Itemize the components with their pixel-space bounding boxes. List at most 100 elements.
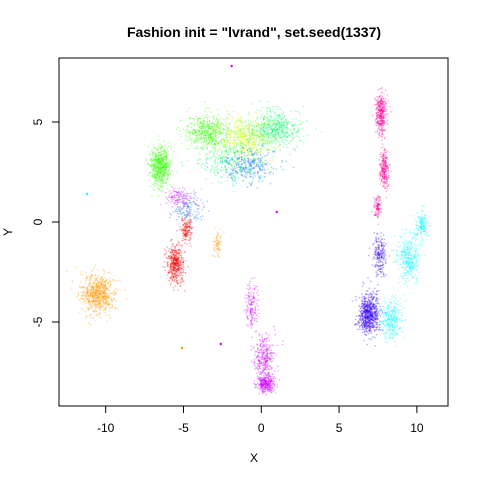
data-point <box>176 260 178 263</box>
data-point <box>253 296 256 299</box>
data-point <box>376 293 378 296</box>
data-point <box>91 286 93 289</box>
data-point <box>259 352 261 354</box>
data-point <box>167 173 169 175</box>
data-point <box>364 319 367 322</box>
data-point <box>404 228 407 230</box>
data-point <box>102 291 105 293</box>
data-point <box>382 159 385 162</box>
data-point <box>186 243 188 245</box>
data-point <box>94 293 97 296</box>
data-point <box>377 111 379 113</box>
data-point <box>95 278 97 281</box>
data-point <box>383 313 385 316</box>
data-point <box>266 355 268 357</box>
data-point <box>100 304 102 307</box>
data-point <box>268 382 271 385</box>
data-point <box>365 292 367 295</box>
data-point <box>382 124 385 127</box>
data-point <box>402 266 405 268</box>
data-point <box>419 256 421 259</box>
data-point <box>265 343 267 345</box>
data-point <box>253 292 255 295</box>
data-point <box>381 175 384 178</box>
data-point <box>394 326 396 328</box>
data-point <box>383 312 386 315</box>
data-point <box>264 367 266 369</box>
data-point <box>377 197 380 199</box>
data-point <box>170 265 172 268</box>
data-point <box>406 285 409 287</box>
data-point <box>373 307 375 310</box>
data-point <box>89 297 91 299</box>
data-point <box>413 250 416 252</box>
data-point <box>85 291 87 293</box>
data-point <box>179 264 181 267</box>
data-point <box>264 363 267 366</box>
data-point <box>376 213 378 215</box>
data-point <box>70 287 73 289</box>
data-point <box>109 303 112 306</box>
data-point <box>400 302 402 304</box>
data-point <box>98 290 101 293</box>
data-point <box>85 286 88 289</box>
data-point <box>368 316 371 319</box>
data-point <box>83 299 86 302</box>
data-point <box>88 305 91 308</box>
data-point <box>410 249 412 251</box>
data-point <box>105 287 108 290</box>
data-point <box>255 385 257 388</box>
data-point <box>271 357 273 359</box>
data-point <box>262 378 265 381</box>
data-point <box>181 244 183 247</box>
data-point <box>253 284 256 287</box>
data-point <box>265 355 268 358</box>
data-point <box>169 166 171 168</box>
data-point <box>99 302 101 305</box>
data-point <box>249 288 251 290</box>
data-point <box>95 290 97 293</box>
data-point <box>378 202 381 205</box>
data-point <box>381 271 383 274</box>
data-point <box>97 294 100 296</box>
data-point <box>249 307 252 309</box>
data-point <box>264 377 267 379</box>
data-point <box>380 122 382 124</box>
data-point <box>406 266 408 268</box>
data-point <box>258 365 261 368</box>
data-point <box>101 282 103 284</box>
data-point <box>408 229 411 231</box>
data-point <box>270 384 272 387</box>
data-point <box>261 348 263 351</box>
data-point <box>97 300 99 302</box>
data-point <box>86 289 89 292</box>
data-point <box>103 293 106 296</box>
data-point <box>95 287 98 290</box>
data-point <box>191 231 193 234</box>
data-point <box>171 249 173 251</box>
data-point <box>253 299 256 302</box>
data-point <box>169 145 172 147</box>
data-point <box>422 210 424 213</box>
data-point <box>254 361 256 363</box>
data-point <box>104 306 107 309</box>
data-point <box>267 376 269 379</box>
data-point <box>383 324 386 326</box>
data-point <box>389 298 392 301</box>
data-point <box>261 385 263 388</box>
data-point <box>266 347 268 350</box>
data-point <box>274 392 277 394</box>
data-point <box>378 163 380 165</box>
data-point <box>125 298 128 300</box>
data-point <box>261 358 263 360</box>
data-point <box>252 301 255 304</box>
data-point <box>152 188 155 190</box>
data-point <box>182 239 184 242</box>
data-point <box>382 246 385 248</box>
data-point <box>370 308 372 311</box>
data-point <box>93 304 95 307</box>
data-point <box>267 378 270 381</box>
data-point <box>267 386 270 388</box>
data-point <box>173 245 175 248</box>
data-point <box>275 354 278 357</box>
